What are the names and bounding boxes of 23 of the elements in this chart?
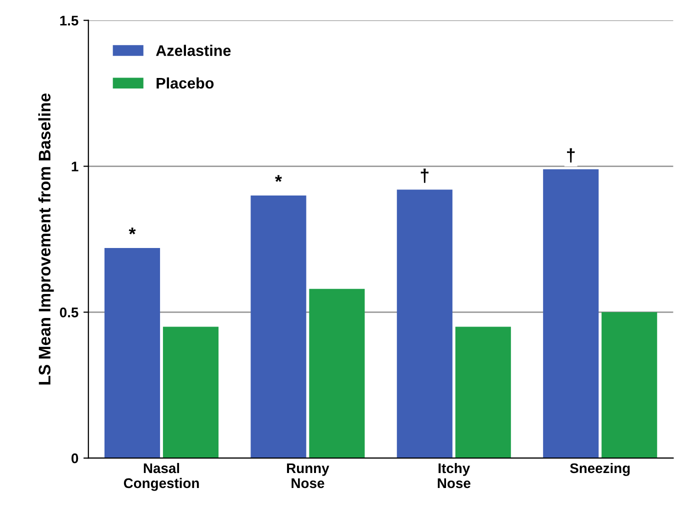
bar (162, 326, 219, 458)
y-tick-label: 1.5 (60, 16, 78, 26)
bar (309, 288, 365, 458)
bar (543, 169, 599, 458)
y-axis-title: LS Mean Improvement from Baseline (38, 93, 54, 384)
annotation: † (420, 168, 428, 183)
bar (104, 248, 160, 458)
bar (250, 195, 306, 458)
x-tick-label: Sneezing (570, 462, 630, 476)
y-tick-label: 1 (72, 162, 78, 172)
bar (455, 326, 511, 458)
x-tick-label: Itchy Nose (438, 462, 470, 488)
legend-label: Placebo (156, 77, 214, 89)
x-tick-label: Runny Nose (287, 463, 330, 488)
annotation: * (128, 228, 136, 234)
bar (602, 312, 658, 458)
legend-label: Azelastine (156, 44, 231, 56)
x-tick-label: Nasal Congestion (124, 462, 199, 491)
annotation: * (275, 175, 282, 182)
y-tick-label: 0 (72, 453, 78, 464)
annotation: † (567, 148, 575, 162)
bar (396, 190, 452, 458)
y-tick-label: 0.5 (60, 308, 78, 318)
